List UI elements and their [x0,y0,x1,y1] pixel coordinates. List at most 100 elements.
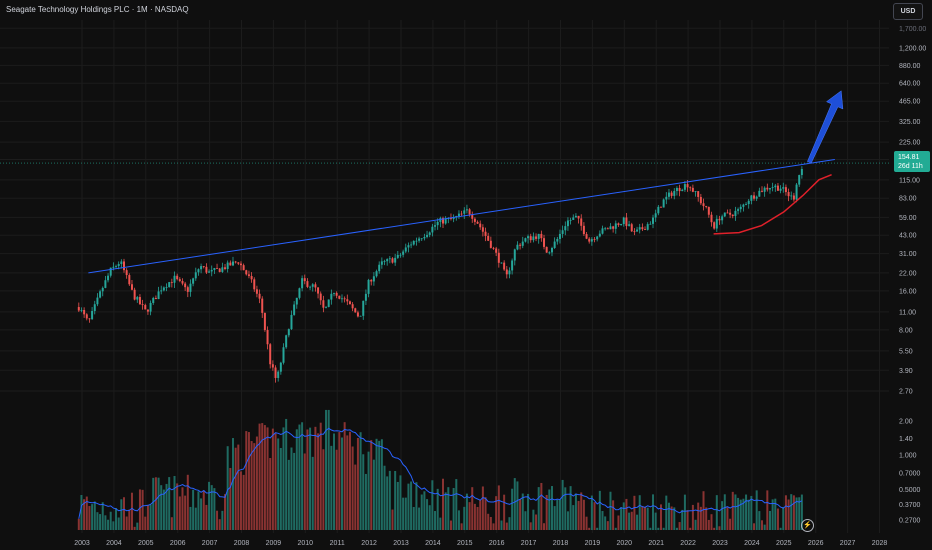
volume-bar [231,438,234,530]
volume-bar [263,425,266,530]
candle-body [322,300,325,308]
volume-bar [154,477,157,530]
volume-bar [718,526,721,530]
candle-body [309,286,312,288]
volume-bar [123,497,126,530]
candle-body [266,330,269,345]
volume-bar [271,428,274,530]
volume-bar [370,440,373,530]
candle-body [495,248,498,253]
candle-body [612,226,615,229]
candle-body [574,215,577,218]
volume-bar [582,499,585,530]
candle-body [404,247,407,252]
candle-body [511,260,514,271]
volume-bar [234,447,237,530]
candle-body [657,206,660,214]
time-tick-label: 2026 [808,540,824,547]
candle-body [255,289,258,294]
volume-bar [473,503,476,530]
candle-body [279,362,282,372]
candle-body [314,284,317,288]
candle-body [761,190,764,192]
volume-bar [325,409,328,530]
candle-body [99,291,102,298]
volume-bar [529,522,532,530]
price-tick-label: 11.00 [899,309,916,316]
volume-bar [487,513,490,530]
candle-body [410,244,413,246]
volume-bar [800,494,803,530]
volume-bar [753,523,756,530]
candle-body [184,283,187,288]
volume-bar [731,491,734,530]
volume-bar [665,495,668,530]
volume-bar [91,504,94,530]
candle-body [391,258,394,263]
volume-bar [689,527,692,530]
candle-body [508,270,511,275]
volume-bar [93,501,96,530]
volume-bar [614,527,617,530]
volume-bar [258,423,261,530]
volume-bar [221,510,224,530]
time-tick-label: 2010 [298,540,314,547]
candle-body [519,244,522,246]
support-curve [713,174,832,235]
candle-body [537,233,540,239]
volume-bar [218,519,221,530]
candle-body [540,233,543,239]
volume-axis: 2.00 1.40 1.000 0.7000 0.5000 0.3700 0.2700 [899,418,921,524]
volume-bar [173,475,176,530]
currency-button[interactable]: USD [893,3,923,20]
volume-bar [351,446,354,530]
volume-bar [691,504,694,530]
volume-bar [763,524,766,530]
candle-body [620,223,623,226]
volume-bar [399,475,402,530]
lightning-icon[interactable]: ⚡ [801,519,814,532]
volume-bar [309,427,312,530]
candle-body [625,217,628,226]
candle-body [348,301,351,305]
volume-bar [253,443,256,530]
volume-bar [317,433,320,530]
candle-body [644,229,647,230]
candle-body [144,305,147,310]
volume-bar [348,431,351,530]
volume-bar [620,507,623,530]
volume-bar [130,492,133,530]
candle-body [795,184,798,200]
candle-body [598,233,601,237]
volume-bar [181,487,184,530]
time-tick-label: 2023 [712,540,728,547]
candle-body [295,297,298,305]
volume-bar [598,490,601,530]
volume-bar [247,432,250,530]
volume-bar [282,427,285,530]
candle-body [231,261,234,266]
volume-bar [601,511,604,530]
volume-bar [85,496,88,530]
candle-body [303,278,306,282]
chart-title: Seagate Technology Holdings PLC · 1M · N… [6,5,189,14]
price-tick-label: 16.00 [899,288,917,295]
time-tick-label: 2012 [361,540,377,547]
candle-body [216,268,219,269]
candle-body [673,191,676,196]
candle-body [731,214,734,217]
volume-bar [338,432,341,530]
volume-bar [314,426,317,530]
candle-body [484,231,487,236]
candle-body [487,235,490,241]
time-tick-label: 2011 [330,540,345,547]
candle-body [734,210,737,217]
price-tick-label: 22.00 [899,270,917,277]
candle-body [168,282,171,288]
candle-body [186,287,189,292]
candle-body [138,297,141,305]
candle-body [242,265,245,271]
volume-bar [550,486,553,530]
volume-bar [569,486,572,530]
